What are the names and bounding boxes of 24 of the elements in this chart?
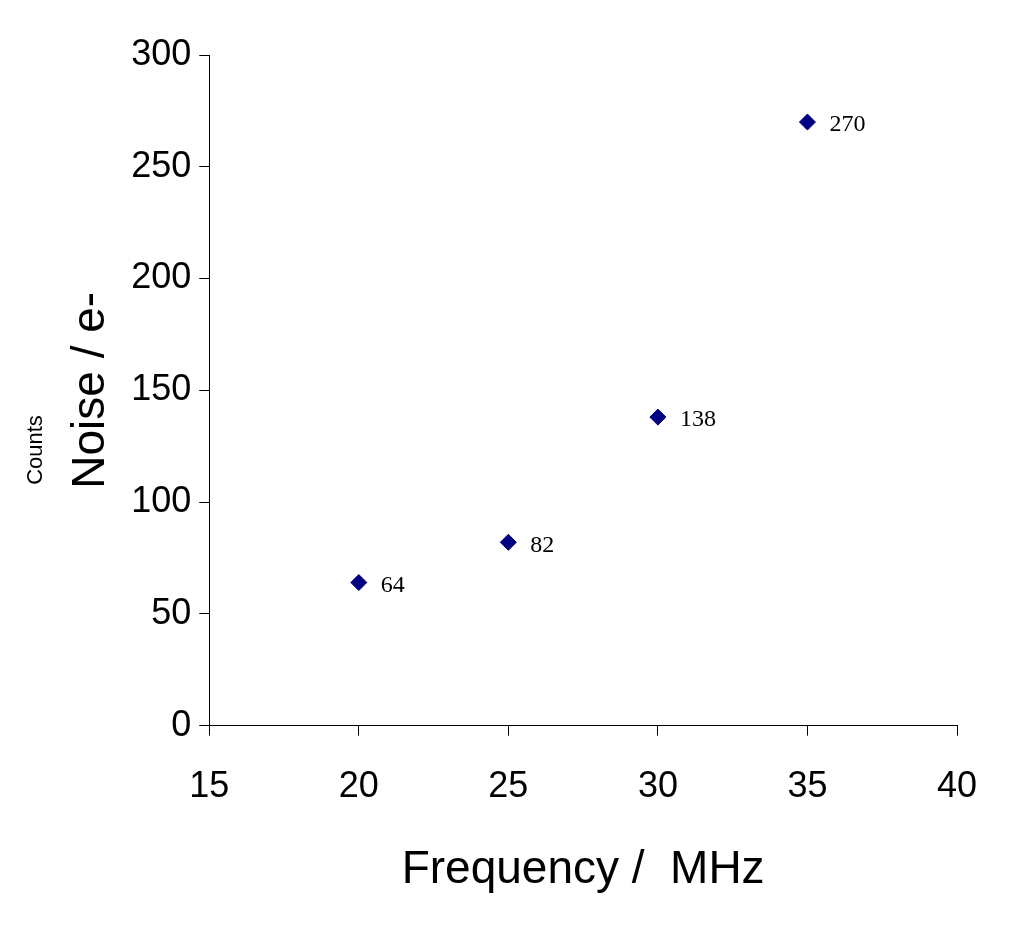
x-tick-label: 15 bbox=[189, 764, 230, 806]
x-tick-label: 40 bbox=[936, 764, 978, 806]
y-tick-label: 150 bbox=[131, 367, 192, 409]
x-tick-label: 35 bbox=[787, 764, 828, 806]
data-label: 270 bbox=[829, 110, 866, 137]
data-label: 138 bbox=[679, 405, 716, 432]
point bbox=[798, 113, 816, 131]
point bbox=[499, 533, 517, 551]
x-tick-label: 20 bbox=[338, 764, 379, 806]
y-axis-title: Noise / e- bbox=[62, 291, 115, 489]
point bbox=[350, 574, 368, 592]
data-label: 82 bbox=[530, 530, 555, 557]
y-tick-label: 0 bbox=[171, 702, 192, 744]
data-label: 64 bbox=[380, 570, 405, 597]
y-tick-label: 200 bbox=[131, 255, 192, 297]
x-tick-label: 25 bbox=[488, 764, 529, 806]
y-tick-label: 50 bbox=[151, 590, 192, 632]
x-axis-title: Frequency / MHz bbox=[401, 841, 765, 894]
point bbox=[649, 408, 667, 426]
text: Counts bbox=[22, 415, 48, 485]
y-tick-label: 300 bbox=[131, 31, 192, 73]
y-tick-label: 250 bbox=[131, 143, 192, 185]
x-tick-label: 30 bbox=[637, 764, 678, 806]
y-tick-label: 100 bbox=[131, 478, 192, 520]
